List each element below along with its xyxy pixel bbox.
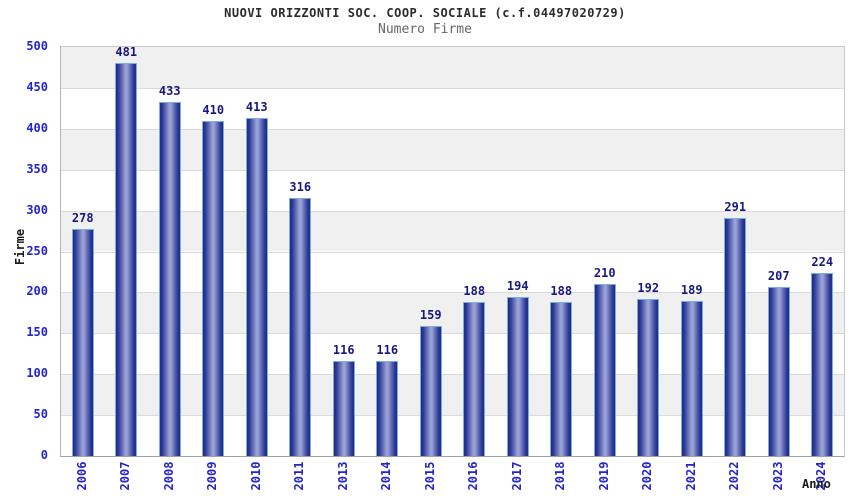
x-axis-title: Anno — [802, 477, 831, 491]
x-tick-label-2019: 2019 — [596, 461, 611, 491]
bar-2009 — [202, 120, 225, 456]
plot-band — [61, 251, 844, 293]
y-tick-label: 400 — [26, 120, 48, 135]
bar-value-label: 210 — [593, 266, 616, 281]
bar-2010 — [245, 118, 268, 456]
bar-value-label: 116 — [332, 343, 355, 358]
gridline — [61, 374, 844, 376]
bar-value-label: 189 — [680, 283, 703, 298]
bar-2006 — [71, 228, 94, 456]
gridline — [61, 128, 844, 130]
y-tick-label: 100 — [26, 366, 48, 381]
x-tick-label-2014: 2014 — [379, 461, 394, 491]
x-tick-label-2013: 2013 — [335, 461, 350, 491]
gridline — [61, 333, 844, 335]
x-tick-label-2021: 2021 — [683, 461, 698, 491]
x-tick-label-2018: 2018 — [553, 461, 568, 491]
plot-band — [61, 374, 844, 416]
plot-band — [61, 47, 844, 88]
bar-value-label: 224 — [811, 254, 834, 269]
bar-value-label: 116 — [376, 343, 399, 358]
y-axis-tick-labels: 0 50 100 150 200 250 300 350 400 450 500 — [0, 39, 54, 462]
y-tick-label: 300 — [26, 202, 48, 217]
y-tick-label: 150 — [26, 325, 48, 340]
x-tick-label-2009: 2009 — [205, 461, 220, 491]
bar-2008 — [158, 101, 181, 456]
bar-2016 — [463, 302, 486, 456]
bar-2017 — [506, 297, 529, 456]
plot-band — [61, 87, 844, 129]
x-tick-label-2023: 2023 — [770, 461, 785, 491]
y-tick-label: 0 — [40, 448, 48, 462]
bar-2021 — [680, 301, 703, 456]
bar-value-label: 188 — [550, 284, 573, 299]
x-tick-label-2022: 2022 — [727, 461, 742, 491]
bar-2011 — [289, 197, 312, 456]
y-tick-label: 200 — [26, 284, 48, 299]
plot-band — [61, 210, 844, 252]
chart-subtitle: Numero Firme — [378, 22, 472, 37]
plot-band — [61, 169, 844, 211]
plot-band — [61, 415, 844, 456]
gridline — [61, 251, 844, 253]
bar-value-label: 433 — [158, 83, 181, 98]
bar-value-label: 291 — [724, 199, 747, 214]
bar-2015 — [419, 325, 442, 456]
bar-2023 — [767, 286, 790, 456]
bar-2020 — [637, 298, 660, 456]
x-tick-label-2010: 2010 — [248, 461, 263, 491]
x-tick-label-2007: 2007 — [118, 461, 133, 491]
plot-band — [61, 292, 844, 334]
plot-area: 278 481 433 410 413 316 116 116 159 188 194 188 210 1… — [60, 44, 845, 457]
x-tick-label-2008: 2008 — [161, 461, 176, 491]
bar-value-label: 481 — [115, 44, 138, 59]
x-tick-label-2011: 2011 — [292, 461, 307, 491]
bar-value-label: 192 — [637, 280, 660, 295]
x-tick-label-2020: 2020 — [640, 461, 655, 491]
chart-title: NUOVI ORIZZONTI SOC. COOP. SOCIALE (c.f.… — [224, 6, 626, 20]
y-tick-label: 500 — [26, 39, 48, 53]
bar-2014 — [376, 361, 399, 456]
bar-2018 — [550, 302, 573, 456]
bar-2013 — [332, 361, 355, 456]
gridline — [61, 210, 844, 212]
x-tick-label-2017: 2017 — [509, 461, 524, 491]
gridline — [61, 415, 844, 417]
bar-value-label: 410 — [202, 102, 225, 117]
bar-value-label: 207 — [767, 268, 790, 283]
bar-2007 — [115, 62, 138, 456]
bar-value-label: 188 — [463, 284, 486, 299]
gridline — [61, 292, 844, 294]
bar-2022 — [724, 217, 747, 456]
bar-value-label: 159 — [419, 307, 442, 322]
x-tick-label-2006: 2006 — [74, 461, 89, 491]
y-tick-label: 250 — [26, 243, 48, 258]
bar-2024 — [811, 272, 834, 456]
y-tick-label: 350 — [26, 161, 48, 176]
bar-2019 — [593, 284, 616, 456]
gridline — [61, 169, 844, 171]
bar-value-label: 413 — [245, 100, 268, 115]
y-tick-label: 50 — [33, 407, 48, 422]
x-tick-label-2015: 2015 — [422, 461, 437, 491]
bar-value-label: 194 — [506, 279, 529, 294]
gridline — [61, 87, 844, 89]
bar-value-label: 316 — [289, 179, 312, 194]
x-tick-label-2016: 2016 — [466, 461, 481, 491]
plot-band — [61, 333, 844, 375]
plot-band — [61, 128, 844, 170]
y-tick-label: 450 — [26, 79, 48, 94]
bar-value-label: 278 — [71, 210, 94, 225]
